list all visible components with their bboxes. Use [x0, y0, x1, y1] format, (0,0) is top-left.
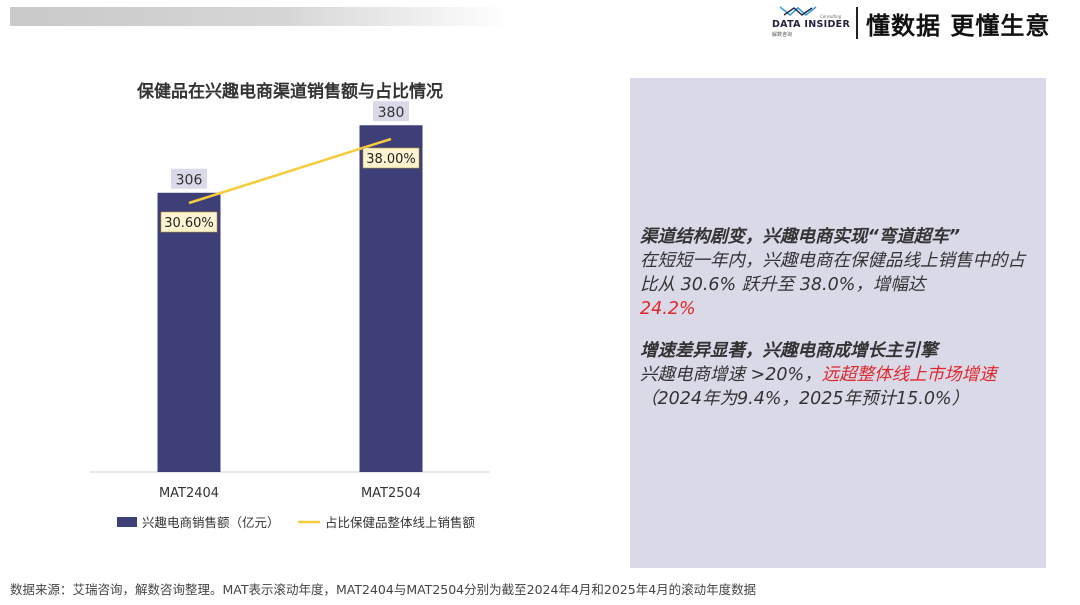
header-divider [856, 7, 858, 39]
insight-text: 渠道结构剧变，兴趣电商实现“弯道超车” 在短短一年内，兴趣电商在保健品线上销售中… [640, 225, 1040, 411]
insight-2-title: 增速差异显著，兴趣电商成增长主引擎 [640, 341, 938, 361]
legend-bar-swatch [117, 517, 137, 527]
header-gradient-bar [10, 7, 510, 26]
logo-mark-icon [779, 6, 817, 17]
bar-value-label: 306 [176, 172, 203, 188]
bar-value-bg [171, 168, 207, 189]
insight-2-body-b: （2024年为9.4%，2025年预计15.0%） [640, 389, 970, 409]
line-value-label: 38.00% [366, 152, 416, 167]
logo-text: DATA INSIDER [772, 19, 851, 30]
insight-1-title: 渠道结构剧变，兴趣电商实现“弯道超车” [640, 227, 961, 247]
insight-2-highlight: 远超整体线上市场增速 [821, 365, 997, 385]
brand-logo: Consulting DATA INSIDER 解数咨询 [772, 4, 850, 38]
line-label-bg [362, 147, 420, 169]
bar-value-label: 380 [378, 105, 405, 121]
legend-bar-label: 兴趣电商销售额（亿元） [142, 515, 280, 530]
insight-panel: 渠道结构剧变，兴趣电商实现“弯道超车” 在短短一年内，兴趣电商在保健品线上销售中… [630, 78, 1046, 568]
bar-line-chart: 保健品在兴趣电商渠道销售额与占比情况 306 380 30.60% 38.00% M… [90, 81, 490, 530]
line-value-label: 30.60% [164, 216, 214, 231]
legend-line-label: 占比保健品整体线上销售额 [325, 515, 476, 530]
insight-1-highlight: 24.2% [640, 299, 696, 319]
x-tick-label: MAT2404 [159, 486, 219, 501]
bar-mat2504 [359, 125, 423, 472]
slogan: 懂数据 更懂生意 [866, 12, 1051, 40]
chart-title: 保健品在兴趣电商渠道销售额与占比情况 [136, 81, 443, 102]
data-source-note: 数据来源：艾瑞咨询，解数咨询整理。MAT表示滚动年度，MAT2404与MAT25… [10, 582, 757, 597]
logo-consulting-text: Consulting [820, 14, 842, 19]
line-label-bg [160, 211, 218, 233]
share-line [188, 137, 392, 205]
logo-subtext: 解数咨询 [772, 32, 793, 38]
insight-1-body: 在短短一年内，兴趣电商在保健品线上销售中的占比从 30.6% 跃升至 38.0%… [640, 251, 1025, 295]
bar-mat2404 [157, 192, 221, 472]
bar-value-bg [373, 101, 409, 122]
insight-2-body-a: 兴趣电商增速 >20%， [640, 365, 822, 385]
x-tick-label: MAT2504 [361, 486, 421, 501]
